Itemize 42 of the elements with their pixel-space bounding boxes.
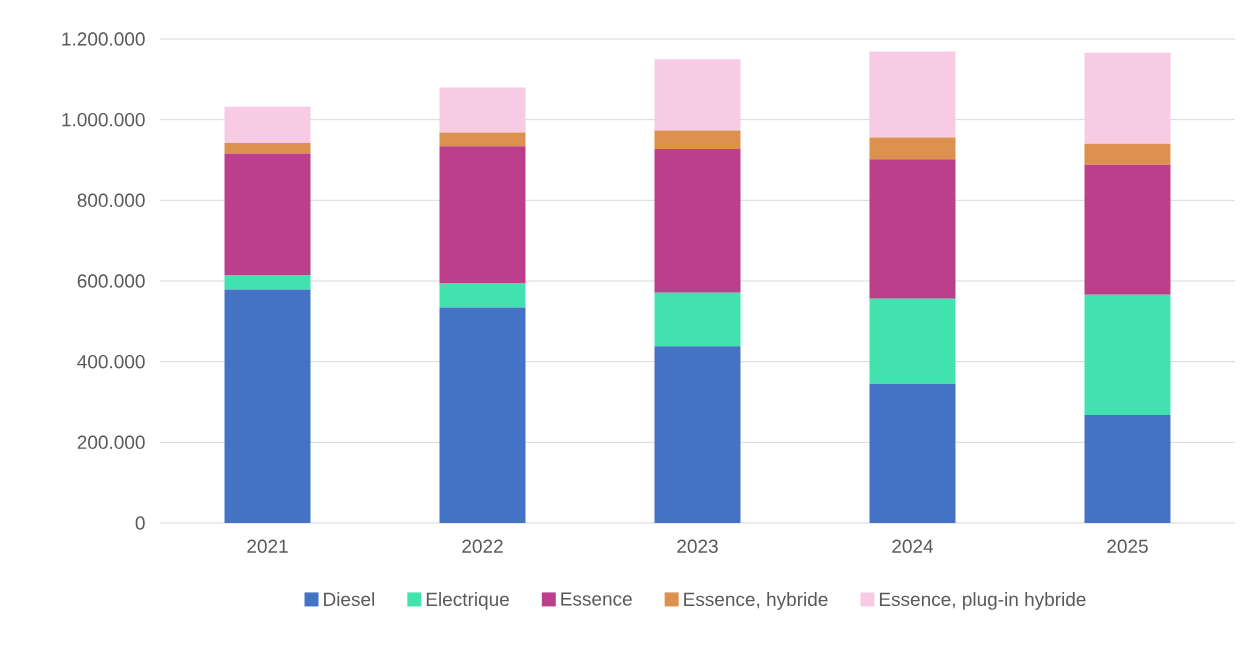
y-tick-label: 1.000.000 bbox=[62, 112, 145, 127]
bar bbox=[1084, 164, 1171, 295]
bar bbox=[224, 274, 311, 290]
legend-label: Essence, hybride bbox=[684, 592, 828, 610]
y-tick-label: 1.200.000 bbox=[62, 32, 145, 46]
bar bbox=[869, 159, 956, 299]
x-tick-label: 2022 bbox=[462, 539, 503, 553]
bar bbox=[439, 132, 526, 147]
y-tick-label: 800.000 bbox=[77, 193, 145, 208]
bar bbox=[869, 383, 956, 523]
bar bbox=[439, 87, 526, 133]
bar bbox=[439, 146, 526, 283]
bar bbox=[1084, 52, 1171, 144]
y-tick-label: 400.000 bbox=[77, 354, 145, 369]
bar bbox=[439, 283, 526, 308]
y-tick-label: 600.000 bbox=[77, 274, 145, 288]
x-tick-label: 2025 bbox=[1107, 539, 1148, 553]
bar bbox=[654, 149, 741, 293]
bar bbox=[224, 143, 311, 154]
x-tick-label: 2024 bbox=[892, 539, 934, 553]
y-tick-label: 200.000 bbox=[77, 435, 145, 450]
bar bbox=[224, 106, 311, 144]
legend-label: Electrique bbox=[426, 592, 509, 610]
bar bbox=[654, 292, 741, 347]
bar bbox=[1084, 414, 1171, 523]
legend-label: Essence bbox=[561, 592, 632, 606]
y-tick-label: 0 bbox=[135, 516, 145, 530]
legend-label: Essence, plug-in hybride bbox=[879, 592, 1086, 610]
bar bbox=[1084, 143, 1171, 165]
bar bbox=[224, 153, 311, 275]
bar bbox=[1084, 294, 1171, 415]
bar bbox=[224, 289, 311, 523]
bar bbox=[869, 298, 956, 384]
bar bbox=[654, 130, 741, 150]
bar bbox=[654, 346, 741, 523]
bar bbox=[439, 307, 526, 523]
bar bbox=[869, 51, 956, 138]
legend-label: Diesel bbox=[324, 592, 375, 607]
x-tick-label: 2021 bbox=[247, 539, 288, 553]
bar bbox=[869, 137, 956, 160]
x-tick-label: 2023 bbox=[677, 539, 718, 553]
bar bbox=[654, 59, 741, 131]
